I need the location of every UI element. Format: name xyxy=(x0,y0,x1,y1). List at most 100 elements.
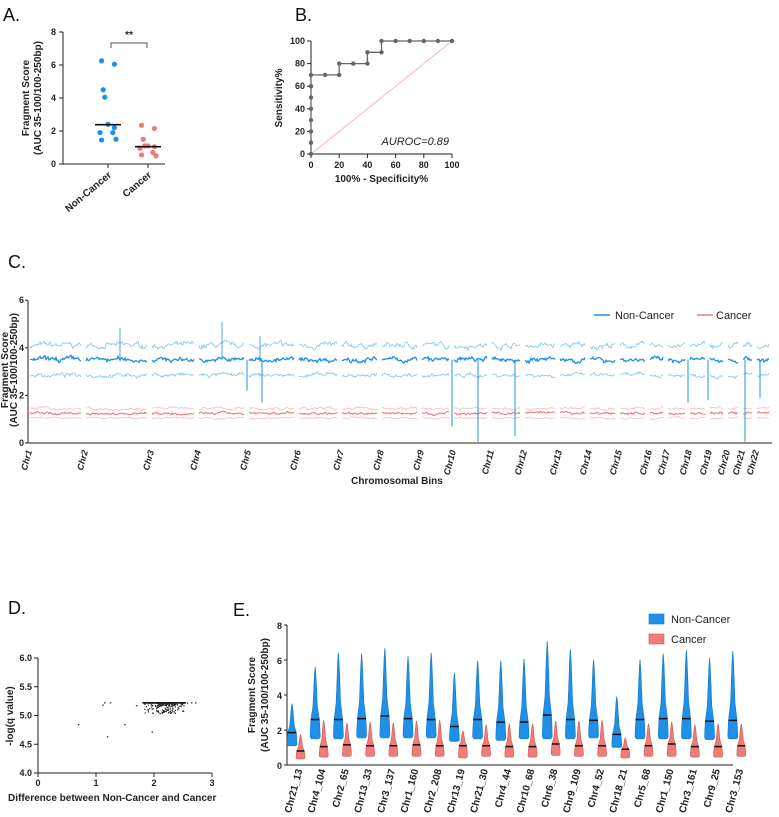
y-tick-label: 60 xyxy=(295,81,305,91)
data-point xyxy=(111,125,117,131)
data-point xyxy=(168,705,170,707)
legend-label-cancer: Cancer xyxy=(671,634,707,646)
cancer-upper-band xyxy=(421,407,450,411)
x-tick-label: Chr10 xyxy=(442,449,458,476)
data-point xyxy=(99,58,105,64)
cancer-violin xyxy=(597,720,607,757)
data-point xyxy=(169,702,172,704)
non-cancer-violin xyxy=(704,657,715,740)
x-tick-label: 1 xyxy=(93,778,98,788)
x-tick-label: Chr4_104 xyxy=(306,768,328,815)
data-point xyxy=(162,704,164,706)
x-tick-label: Chr13_33 xyxy=(353,768,375,815)
non-cancer-mean-line xyxy=(524,355,556,365)
x-tick-label: Chr18_21 xyxy=(608,768,630,815)
cancer-violin xyxy=(736,723,747,757)
roc-point xyxy=(308,117,314,123)
data-point xyxy=(77,724,80,726)
data-point xyxy=(147,708,149,711)
cancer-upper-band xyxy=(525,407,556,412)
non-cancer-upper-band xyxy=(453,343,488,352)
data-point xyxy=(171,704,173,706)
data-point xyxy=(161,709,164,711)
cancer-lower-band xyxy=(421,416,450,420)
cancer-upper-band xyxy=(248,406,295,411)
y-tick-label: 4.0 xyxy=(19,768,32,778)
non-cancer-violin xyxy=(286,703,298,747)
data-point xyxy=(169,710,172,712)
non-cancer-upper-band xyxy=(559,340,586,349)
legend-swatch-non-cancer xyxy=(648,613,665,625)
data-point xyxy=(157,710,159,712)
cancer-violin xyxy=(713,723,723,758)
non-cancer-lower-band xyxy=(524,373,556,378)
roc-point xyxy=(308,140,314,145)
data-point xyxy=(171,704,174,706)
y-tick-label: 6.0 xyxy=(19,653,32,663)
data-point xyxy=(178,705,180,708)
x-tick-label: Chr5_68 xyxy=(633,768,654,809)
cancer-upper-band xyxy=(298,406,338,411)
x-tick-label: Chr9 xyxy=(411,449,426,471)
x-tick-label: Chr6 xyxy=(288,448,303,471)
data-point xyxy=(145,706,147,708)
data-point xyxy=(176,703,178,705)
non-cancer-lower-band xyxy=(589,371,616,377)
data-point xyxy=(157,702,159,704)
data-point xyxy=(167,706,169,709)
x-tick-label: Chr1_160 xyxy=(399,768,421,815)
data-point xyxy=(169,706,171,708)
cancer-lower-band xyxy=(29,416,82,420)
x-tick-label: Chr18 xyxy=(678,449,694,476)
data-point xyxy=(167,705,170,707)
data-point xyxy=(174,704,177,706)
legend-label-cancer: Cancer xyxy=(716,310,752,322)
non-cancer-upper-band xyxy=(491,341,521,352)
data-point xyxy=(182,702,184,705)
data-point xyxy=(160,705,163,707)
non-cancer-mean-line xyxy=(341,355,378,365)
cancer-violin xyxy=(550,720,561,756)
non-cancer-mean-line xyxy=(421,355,450,363)
x-tick-label: Chr7 xyxy=(331,448,346,471)
data-point xyxy=(147,711,150,713)
y-tick-label: 0 xyxy=(300,149,305,159)
data-point xyxy=(181,704,184,706)
x-tick-label: Cancer xyxy=(121,170,154,200)
data-point xyxy=(159,702,161,704)
cancer-mean-line xyxy=(619,411,645,416)
data-point xyxy=(147,709,149,712)
data-point xyxy=(152,708,154,710)
data-point xyxy=(180,703,182,705)
x-tick-label: Chr19 xyxy=(698,449,714,476)
x-tick-label: Chr11 xyxy=(480,449,496,476)
data-point xyxy=(145,143,151,149)
cancer-upper-band xyxy=(689,407,706,410)
non-cancer-upper-band xyxy=(756,343,770,349)
cancer-upper-band xyxy=(86,405,148,412)
non-cancer-mean-line xyxy=(491,355,521,364)
data-point xyxy=(159,712,161,715)
roc-point xyxy=(337,72,342,78)
data-point xyxy=(146,702,148,704)
non-cancer-lower-band xyxy=(649,374,664,379)
y-tick-label: 4 xyxy=(51,93,56,103)
cancer-mean-line xyxy=(524,410,556,414)
cancer-lower-band xyxy=(649,416,664,421)
cancer-lower-band xyxy=(298,416,338,420)
data-point xyxy=(144,712,146,714)
x-tick-label: Chr8 xyxy=(371,449,386,471)
non-cancer-mean-line xyxy=(248,356,295,364)
non-cancer-upper-band xyxy=(524,341,556,349)
cancer-lower-band xyxy=(198,416,245,421)
cancer-lower-band xyxy=(85,416,148,420)
non-cancer-upper-band xyxy=(151,340,195,350)
data-point xyxy=(165,704,167,706)
cancer-violin xyxy=(388,722,399,757)
panel-label-b: B. xyxy=(295,5,312,25)
x-tick-label: Chr2_65 xyxy=(331,768,352,809)
cancer-upper-band xyxy=(756,406,770,409)
non-cancer-lower-band xyxy=(620,371,645,376)
data-point xyxy=(99,137,105,143)
